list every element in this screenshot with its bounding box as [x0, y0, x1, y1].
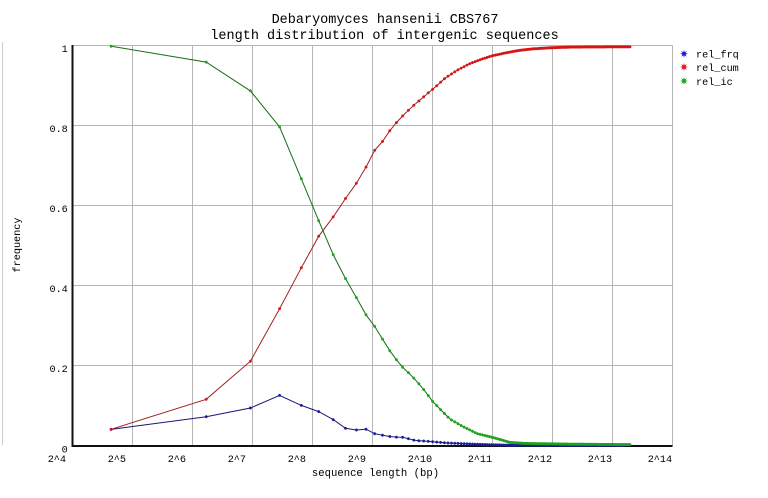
svg-text:0.8: 0.8	[49, 125, 67, 136]
svg-text:sequence length (bp): sequence length (bp)	[312, 468, 439, 480]
svg-text:1: 1	[62, 45, 68, 56]
svg-text:2^7: 2^7	[228, 455, 246, 466]
svg-text:2^13: 2^13	[588, 455, 612, 466]
svg-text:rel_cum: rel_cum	[696, 63, 739, 75]
svg-text:2^12: 2^12	[528, 455, 552, 466]
svg-text:length distribution of interge: length distribution of intergenic sequen…	[210, 29, 558, 44]
svg-text:rel_ic: rel_ic	[696, 77, 733, 89]
svg-text:0.2: 0.2	[49, 365, 67, 376]
svg-text:rel_frq: rel_frq	[696, 50, 739, 62]
svg-text:frequency: frequency	[12, 217, 24, 272]
svg-text:2^8: 2^8	[288, 455, 306, 466]
svg-text:Debaryomyces hansenii CBS767: Debaryomyces hansenii CBS767	[272, 13, 499, 28]
svg-text:0.4: 0.4	[49, 285, 67, 296]
svg-text:2^6: 2^6	[168, 455, 186, 466]
svg-text:2^14: 2^14	[648, 455, 672, 466]
svg-text:0.6: 0.6	[49, 205, 67, 216]
svg-text:2^4: 2^4	[48, 455, 66, 466]
svg-text:2^10: 2^10	[408, 455, 432, 466]
svg-text:0: 0	[62, 446, 68, 457]
svg-text:2^5: 2^5	[108, 455, 126, 466]
svg-text:2^9: 2^9	[348, 455, 366, 466]
svg-text:2^11: 2^11	[468, 455, 492, 466]
